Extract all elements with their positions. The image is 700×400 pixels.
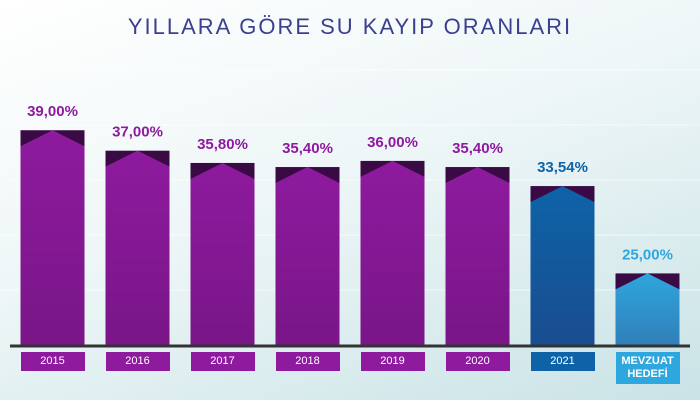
bar (275, 167, 340, 345)
chart-title: YILLARA GÖRE SU KAYIP ORANLARI (128, 14, 572, 39)
bar (190, 162, 255, 345)
bar (615, 273, 680, 345)
value-label: 25,00% (622, 246, 673, 263)
background-lines (0, 69, 700, 291)
value-label: 33,54% (537, 159, 588, 176)
x-tick-label: 2016 (105, 352, 170, 371)
x-tick-label: 2018 (275, 352, 340, 371)
x-tick-label: 2021 (530, 352, 595, 371)
bar (105, 150, 170, 345)
x-tick-label: 2019 (360, 352, 425, 371)
x-tick-label: 2020 (445, 352, 510, 371)
value-label: 35,80% (197, 136, 248, 153)
value-label: 37,00% (112, 124, 163, 141)
bar (445, 167, 510, 345)
value-label: 39,00% (27, 103, 78, 120)
bar (360, 160, 425, 345)
value-label: 36,00% (367, 134, 418, 151)
value-label: 35,40% (282, 140, 333, 157)
value-label: 35,40% (452, 140, 503, 157)
bar (20, 130, 85, 345)
x-tick-label: MEVZUAT HEDEFİ (615, 352, 680, 384)
bar (530, 186, 595, 345)
x-tick-label: 2015 (20, 352, 85, 371)
x-tick-label: 2017 (190, 352, 255, 371)
